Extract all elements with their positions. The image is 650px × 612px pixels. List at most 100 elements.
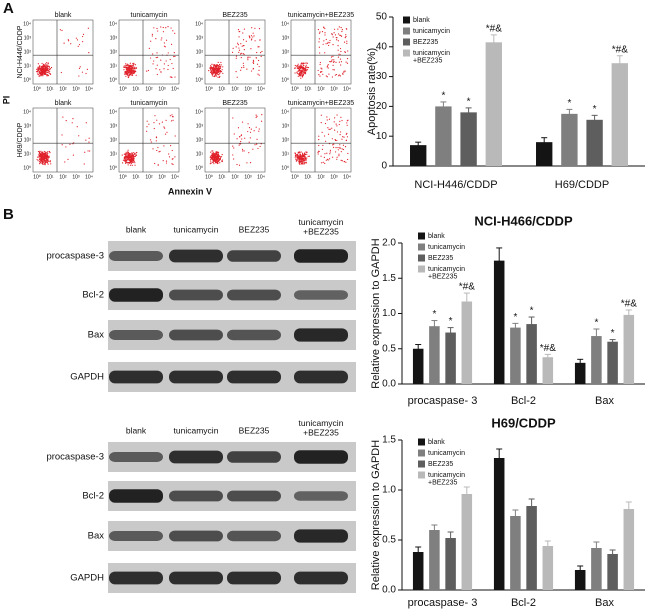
flow-dot [259, 52, 262, 54]
flow-dot [153, 127, 155, 130]
bar [412, 552, 424, 590]
flow-y-tick: 10³ [282, 35, 290, 41]
flow-dot [215, 75, 218, 77]
flow-dot [321, 148, 324, 151]
flow-dot [40, 159, 42, 161]
flow-dot [50, 163, 52, 165]
flow-dot [301, 75, 303, 77]
flow-dot [302, 67, 305, 69]
flow-dot [148, 47, 150, 50]
flow-dot [171, 114, 173, 116]
flow-dot [243, 150, 245, 152]
flow-dot [127, 152, 129, 154]
flow-y-tick: 10² [196, 137, 204, 143]
flow-dot [249, 37, 251, 39]
flow-dot [331, 76, 333, 78]
flow-dot [305, 64, 307, 66]
flow-dot [302, 154, 304, 156]
flow-y-tick: 10¹ [196, 63, 204, 69]
flow-dot [212, 152, 214, 154]
significance-label: * [441, 91, 445, 102]
flow-dot [167, 25, 169, 28]
flow-dot [236, 76, 238, 78]
flow-dot [171, 62, 173, 65]
bar [461, 301, 473, 384]
significance-label: * [449, 316, 453, 327]
flow-dot [47, 163, 49, 165]
flow-dot [62, 116, 64, 118]
flow-dot [247, 57, 249, 59]
flow-dot [339, 133, 341, 136]
flow-dot [48, 65, 50, 67]
flow-dot [212, 64, 214, 66]
flow-dot [170, 120, 173, 122]
flow-dot [40, 150, 42, 152]
flow-dot [248, 152, 250, 154]
flow-dot [242, 62, 244, 64]
flow-x-tick: 10⁴ [85, 174, 93, 180]
flow-dot [300, 151, 302, 153]
flow-dot [172, 163, 174, 166]
flow-dot [222, 66, 224, 68]
flow-dot [326, 152, 328, 154]
error-bar [625, 501, 632, 516]
significance-label: *#& [540, 343, 556, 354]
flow-dot [44, 73, 47, 75]
flow-dot [131, 164, 133, 166]
flow-dot [328, 44, 330, 47]
flow-dot [46, 68, 49, 70]
flow-dot [212, 72, 214, 74]
flow-y-tick: 10⁰ [23, 165, 31, 171]
flow-y-tick: 10⁰ [195, 165, 203, 171]
flow-dot [127, 63, 129, 65]
significance-label: * [530, 306, 534, 317]
flow-dot [172, 67, 174, 70]
flow-y-tick: 10² [196, 49, 204, 55]
flow-dot [318, 46, 320, 48]
flow-dot [130, 155, 132, 157]
flow-dot [304, 158, 306, 160]
flow-x-tick: 10⁴ [171, 174, 179, 180]
flow-dot [123, 65, 125, 67]
flow-dot [39, 156, 41, 158]
flow-dot [345, 61, 347, 63]
error-bar [447, 531, 454, 544]
flow-dot [322, 161, 324, 163]
flow-dot [50, 66, 53, 69]
flow-dot [342, 144, 345, 146]
flow-dot [337, 28, 339, 30]
flow-dot [129, 62, 131, 64]
flow-dot [78, 67, 81, 70]
flow-dot [244, 137, 246, 139]
legend-swatch [418, 254, 425, 262]
flow-dot [126, 74, 128, 76]
flow-dot [42, 155, 44, 158]
blot-band [169, 530, 223, 542]
flow-dot [240, 52, 242, 54]
flow-y-tick: 10² [110, 49, 118, 55]
flow-dot [238, 36, 240, 38]
flow-dot [210, 66, 213, 68]
flow-dot [346, 120, 348, 122]
flow-dot [165, 162, 168, 164]
flow-dot [338, 74, 340, 76]
flow-dot [130, 72, 133, 74]
flow-dot [303, 64, 305, 67]
flow-dot [221, 154, 223, 156]
flow-dot [47, 74, 50, 77]
flow-dot [341, 160, 343, 162]
flow-y-tick: 10¹ [24, 151, 32, 157]
blot-band [169, 571, 223, 585]
flow-dot [214, 71, 216, 73]
flow-dot [220, 61, 222, 64]
flow-dot [295, 160, 298, 162]
flow-dot [332, 146, 335, 148]
flow-dot [333, 143, 335, 145]
flow-dot [214, 67, 216, 69]
flow-dot [125, 63, 127, 65]
flow-dot [243, 44, 245, 47]
flow-dot [156, 56, 159, 58]
flow-dot [133, 63, 135, 66]
error-bar [512, 322, 519, 332]
flow-dot [337, 56, 340, 58]
